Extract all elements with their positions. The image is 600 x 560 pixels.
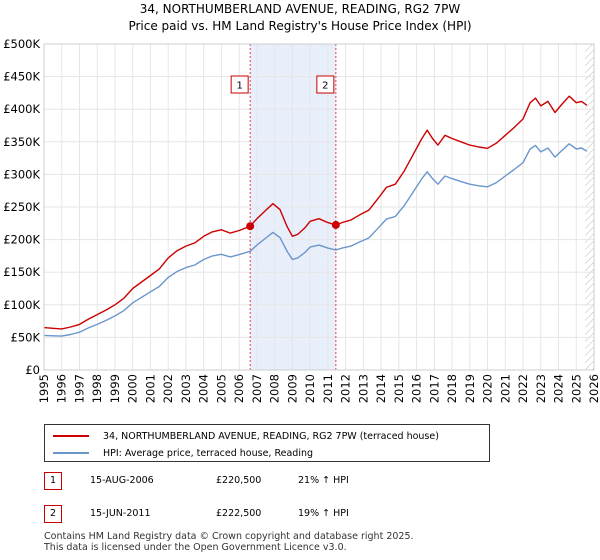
x-tick-label: 2024	[552, 374, 566, 403]
x-tick-label: 2009	[285, 374, 299, 403]
sale-marker-point	[246, 222, 255, 231]
x-tick-label: 2018	[445, 374, 459, 403]
x-tick-label: 2011	[321, 374, 335, 403]
x-tick-label: 2023	[534, 374, 548, 403]
sale-row: 2 15-JUN-2011 £222,500 19% ↑ HPI	[44, 505, 564, 525]
chart-subtitle: Price paid vs. HM Land Registry's House …	[128, 19, 471, 33]
legend-item-hpi: HPI: Average price, terraced house, Read…	[53, 445, 313, 461]
y-tick-label: £50K	[11, 330, 41, 344]
property-series-line	[43, 95, 588, 330]
footer-attribution: Contains HM Land Registry data © Crown c…	[44, 531, 414, 553]
sale-label-box	[316, 75, 335, 94]
x-tick-label: 2001	[143, 374, 157, 403]
x-tick-label: 1995	[37, 374, 51, 403]
sale-price: £220,500	[216, 475, 262, 486]
y-tick-label: £250K	[3, 200, 40, 214]
sale-number-badge: 2	[44, 505, 62, 523]
footer-line-copyright: Contains HM Land Registry data © Crown c…	[44, 531, 414, 542]
x-tick-label: 2021	[498, 374, 512, 403]
x-tick-label: 2012	[339, 374, 353, 403]
y-tick-label: £450K	[3, 70, 40, 84]
sale-label-text: 1	[236, 81, 242, 92]
x-tick-label: 2013	[356, 374, 370, 403]
sale-number-badge: 1	[44, 472, 62, 490]
legend-item-property: 34, NORTHUMBERLAND AVENUE, READING, RG2 …	[53, 428, 439, 444]
sale-row: 1 15-AUG-2006 £220,500 21% ↑ HPI	[44, 472, 564, 492]
x-tick-label: 2014	[374, 374, 388, 403]
x-tick-label: 2010	[303, 374, 317, 403]
x-tick-label: 2004	[197, 374, 211, 403]
x-tick-label: 2008	[268, 374, 282, 403]
y-tick-label: £300K	[3, 167, 40, 181]
sale-date: 15-JUN-2011	[90, 508, 151, 519]
sale-marker-point	[331, 220, 340, 229]
y-tick-label: £500K	[3, 37, 40, 51]
sale-label-text: 2	[322, 81, 328, 92]
legend-swatch-hpi	[53, 452, 89, 454]
x-tick-label: 2007	[250, 374, 264, 403]
x-tick-label: 2025	[569, 374, 583, 403]
x-tick-label: 2006	[232, 374, 246, 403]
y-tick-label: £350K	[3, 135, 40, 149]
x-tick-label: 2026	[587, 374, 600, 403]
x-tick-label: 2019	[463, 374, 477, 403]
x-tick-label: 1996	[55, 374, 69, 403]
legend-label-hpi: HPI: Average price, terraced house, Read…	[103, 447, 314, 459]
x-tick-label: 2005	[214, 374, 228, 403]
plot-frame	[43, 43, 595, 371]
x-tick-label: 2017	[427, 374, 441, 403]
chart-legend: 34, NORTHUMBERLAND AVENUE, READING, RG2 …	[44, 424, 490, 462]
x-tick-label: 2003	[179, 374, 193, 403]
legend-swatch-property	[53, 435, 89, 437]
y-tick-label: £200K	[3, 233, 40, 247]
x-tick-label: 1998	[90, 374, 104, 403]
price-chart: 34, NORTHUMBERLAND AVENUE, READING, RG2 …	[3, 2, 600, 403]
x-tick-label: 2020	[481, 374, 495, 403]
sale-label-box	[230, 75, 249, 94]
x-tick-label: 1997	[72, 374, 86, 403]
chart-title: 34, NORTHUMBERLAND AVENUE, READING, RG2 …	[140, 2, 461, 16]
x-tick-label: 2002	[161, 374, 175, 403]
hpi-series-line	[43, 143, 588, 337]
sale-price: £222,500	[216, 508, 262, 519]
x-tick-label: 2015	[392, 374, 406, 403]
y-tick-label: £0	[25, 363, 40, 377]
legend-label-property: 34, NORTHUMBERLAND AVENUE, READING, RG2 …	[103, 430, 439, 442]
x-tick-label: 2000	[126, 374, 140, 403]
x-tick-label: 2016	[410, 374, 424, 403]
y-tick-label: £100K	[3, 298, 40, 312]
y-tick-label: £150K	[3, 265, 40, 279]
x-tick-label: 2022	[516, 374, 530, 403]
footer-line-licence: This data is licensed under the Open Gov…	[44, 542, 347, 553]
x-tick-label: 1999	[108, 374, 122, 403]
sale-hpi-diff: 19% ↑ HPI	[298, 508, 349, 519]
sale-hpi-diff: 21% ↑ HPI	[298, 475, 349, 486]
y-tick-label: £400K	[3, 102, 40, 116]
sale-date: 15-AUG-2006	[90, 475, 154, 486]
